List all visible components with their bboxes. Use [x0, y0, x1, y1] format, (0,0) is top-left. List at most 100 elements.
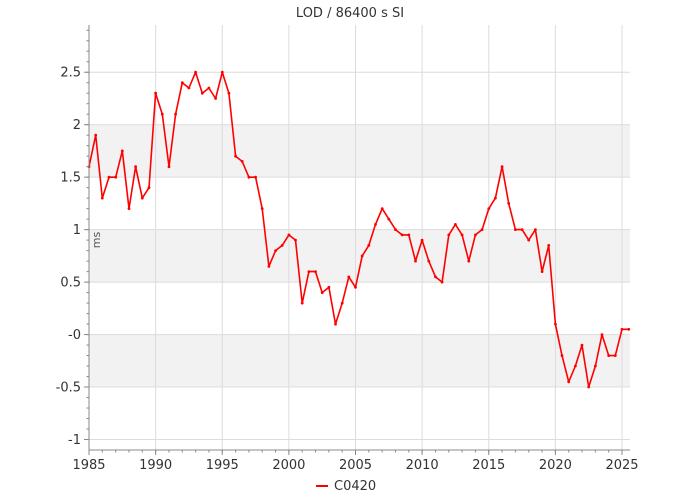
- data-point: [560, 354, 564, 357]
- data-point: [427, 259, 431, 263]
- data-point: [460, 233, 464, 237]
- data-point: [414, 259, 417, 263]
- data-point: [507, 202, 511, 205]
- data-point: [500, 165, 504, 169]
- y-tick-label: -0: [68, 328, 81, 343]
- data-point: [374, 223, 377, 226]
- data-point: [627, 327, 631, 331]
- data-point: [100, 196, 104, 200]
- y-tick-label: 1: [73, 223, 81, 238]
- data-point: [380, 207, 384, 211]
- y-axis-label: ms: [90, 232, 103, 249]
- data-point: [194, 70, 198, 74]
- x-tick-label: 2005: [339, 458, 372, 473]
- data-point: [514, 228, 517, 232]
- data-point: [134, 165, 138, 169]
- data-point: [360, 254, 364, 258]
- data-point: [187, 86, 191, 90]
- data-point: [180, 81, 184, 85]
- data-point: [520, 228, 524, 232]
- data-point: [467, 259, 471, 263]
- data-point: [214, 97, 218, 100]
- data-point: [587, 385, 591, 389]
- data-point: [274, 249, 277, 253]
- data-point: [247, 175, 251, 179]
- data-point: [120, 149, 124, 153]
- data-point: [420, 238, 424, 242]
- y-tick-label: 2.5: [60, 66, 81, 81]
- x-tick-label: 1995: [206, 458, 239, 473]
- data-point: [580, 343, 584, 347]
- data-point: [234, 154, 238, 158]
- data-point: [114, 175, 118, 179]
- y-tick-label: 1.5: [60, 171, 81, 186]
- data-point: [620, 327, 624, 331]
- series-layer: [87, 70, 631, 389]
- data-point: [240, 160, 244, 163]
- axes: 1985 1990 1995 2000 2005 2010 2015 2020 2025 2.5 2…: [56, 25, 639, 473]
- data-point: [347, 275, 351, 279]
- chart-title: LOD / 86400 s SI: [296, 6, 404, 21]
- data-point: [227, 91, 231, 95]
- data-point: [407, 233, 411, 237]
- data-point: [147, 186, 151, 190]
- data-point: [387, 217, 391, 221]
- data-point: [474, 233, 477, 237]
- y-tick-label: 0.5: [60, 276, 81, 291]
- data-point: [320, 291, 324, 294]
- data-point: [613, 354, 617, 357]
- x-tick-label: 1985: [72, 458, 105, 473]
- x-tick-label: 2025: [605, 458, 638, 473]
- data-point: [454, 223, 457, 226]
- data-point: [480, 228, 484, 232]
- data-point: [94, 133, 98, 137]
- data-point: [160, 112, 164, 116]
- data-point: [260, 207, 264, 211]
- data-point: [574, 364, 577, 368]
- data-point: [440, 280, 444, 284]
- y-tick-label: 2: [73, 118, 81, 133]
- data-point: [107, 175, 111, 179]
- data-point: [354, 285, 357, 289]
- x-tick-label: 1990: [139, 458, 172, 473]
- data-point: [367, 244, 371, 247]
- data-point: [287, 233, 291, 237]
- data-point: [207, 86, 211, 90]
- x-tick-label: 2015: [472, 458, 505, 473]
- data-point: [127, 207, 131, 211]
- data-point: [220, 70, 224, 74]
- data-point: [487, 207, 491, 211]
- data-point: [327, 285, 331, 289]
- data-point: [534, 228, 537, 232]
- data-point: [167, 165, 171, 169]
- data-point: [340, 301, 344, 305]
- data-point: [394, 228, 397, 232]
- data-point: [280, 244, 284, 247]
- y-tick-label: -0.5: [56, 381, 81, 396]
- x-tick-label: 2020: [539, 458, 572, 473]
- data-point: [567, 380, 571, 384]
- shaded-band-2: [89, 334, 630, 388]
- y-tick-label: -1: [68, 433, 81, 448]
- x-tick-label: 2010: [406, 458, 439, 473]
- data-point: [607, 354, 611, 357]
- shaded-band-0: [89, 124, 630, 178]
- data-point: [294, 238, 297, 242]
- data-point: [254, 175, 257, 179]
- data-point: [594, 364, 597, 368]
- data-point: [174, 112, 178, 116]
- series-line-c0420: [88, 71, 629, 388]
- data-point: [154, 91, 158, 95]
- data-point: [200, 91, 204, 95]
- data-point: [554, 322, 557, 326]
- data-point: [434, 275, 437, 279]
- data-point: [494, 196, 497, 200]
- legend-label-c0420: C0420: [334, 479, 376, 494]
- legend: C0420: [316, 479, 376, 494]
- data-point: [400, 233, 404, 237]
- data-point: [600, 333, 604, 336]
- data-point: [527, 238, 531, 242]
- data-point: [267, 265, 271, 268]
- data-point: [547, 244, 551, 247]
